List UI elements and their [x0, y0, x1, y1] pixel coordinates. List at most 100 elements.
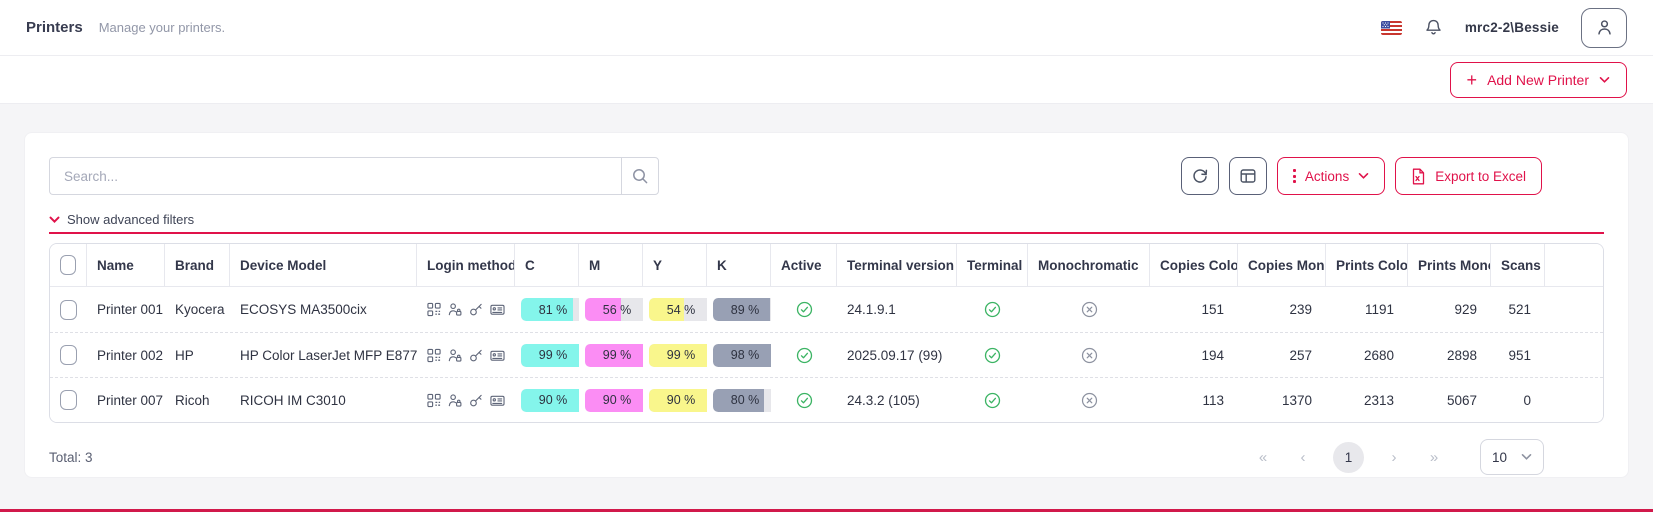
page-size-value: 10	[1492, 449, 1508, 465]
row-checkbox[interactable]	[60, 299, 77, 320]
row-checkbox[interactable]	[60, 390, 77, 410]
prints-color-cell: 2313	[1363, 392, 1394, 408]
check-circle-icon	[984, 392, 1001, 408]
monochromatic-status-cell	[1028, 392, 1150, 409]
black-level-badge: 80 %	[713, 388, 771, 412]
columns-layout-icon	[1240, 169, 1256, 183]
column-header-terminal-version[interactable]: Terminal version	[837, 244, 957, 286]
key-icon	[470, 303, 482, 316]
refresh-button[interactable]	[1180, 157, 1219, 195]
yellow-level-cell: 54 %	[643, 298, 707, 321]
terminal-version-cell: 24.3.2 (105)	[847, 392, 920, 408]
prints-mono-cell: 5067	[1446, 392, 1477, 408]
column-header-terminal[interactable]: Terminal	[957, 244, 1028, 286]
column-header-y[interactable]: Y	[643, 244, 707, 286]
next-page-button[interactable]: ›	[1378, 441, 1410, 473]
table-row[interactable]: Printer 007 Ricoh RICOH IM C3010	[50, 377, 1603, 422]
toolbar-buttons: Actions Export to Excel	[1180, 157, 1542, 195]
brand-cell: Kyocera	[175, 302, 225, 317]
id-card-icon	[490, 350, 505, 361]
login-methods-cell	[417, 393, 515, 408]
id-card-icon	[490, 395, 505, 406]
search-button[interactable]	[621, 157, 659, 195]
black-level-cell: 80 %	[707, 388, 771, 412]
cyan-level-cell: 99 %	[515, 343, 579, 367]
column-settings-button[interactable]	[1228, 157, 1267, 195]
black-level-badge: 89 %	[713, 298, 771, 321]
scans-cell: 951	[1508, 347, 1531, 363]
scans-cell: 0	[1523, 392, 1531, 408]
actions-button[interactable]: Actions	[1276, 157, 1386, 195]
search-icon	[633, 169, 648, 184]
column-header-copies-mono[interactable]: Copies Mono	[1238, 244, 1326, 286]
search-input[interactable]	[49, 157, 621, 195]
check-circle-icon	[984, 301, 1001, 318]
device-model-cell: RICOH IM C3010	[240, 392, 346, 408]
current-page-button[interactable]: 1	[1333, 441, 1364, 473]
printer-name-cell: Printer 001	[97, 302, 164, 317]
check-circle-icon	[796, 347, 812, 363]
row-checkbox[interactable]	[60, 345, 77, 365]
yellow-level-cell: 99 %	[643, 343, 707, 367]
terminal-status-cell	[957, 392, 1028, 409]
refresh-icon	[1193, 169, 1208, 183]
column-header-brand[interactable]: Brand	[165, 244, 230, 286]
advanced-filters-toggle[interactable]: Show advanced filters	[49, 212, 194, 227]
chevron-down-icon	[49, 216, 60, 223]
terminal-version-cell: 2025.09.17 (99)	[847, 347, 943, 363]
magenta-level-cell: 90 %	[579, 388, 643, 412]
qr-code-icon	[427, 393, 441, 407]
active-status-cell	[771, 347, 837, 364]
prints-color-cell: 1191	[1364, 302, 1394, 317]
user-icon	[1597, 20, 1611, 35]
printer-name-cell: Printer 007	[97, 392, 164, 408]
column-header-k[interactable]: K	[707, 244, 771, 286]
select-all-checkbox[interactable]	[60, 255, 76, 275]
key-icon	[470, 349, 482, 361]
language-flag-icon[interactable]	[1380, 20, 1402, 35]
magenta-level-cell: 56 %	[579, 298, 643, 321]
page-size-select[interactable]: 10	[1480, 439, 1544, 475]
column-header-device-model[interactable]: Device Model	[230, 244, 417, 286]
printer-name-cell: Printer 002	[97, 347, 164, 363]
last-page-button[interactable]: »	[1418, 441, 1450, 473]
add-new-printer-button[interactable]: + Add New Printer	[1449, 61, 1627, 98]
column-header-name[interactable]: Name	[87, 244, 165, 286]
copies-mono-cell: 239	[1289, 302, 1312, 317]
table-footer: Total: 3 « ‹ 1 › » 10	[49, 439, 1604, 475]
column-header-prints-color[interactable]: Prints Color	[1326, 244, 1408, 286]
previous-page-button[interactable]: ‹	[1287, 441, 1319, 473]
column-header-login-methods[interactable]: Login methods	[417, 244, 515, 286]
page-title: Printers	[26, 19, 83, 36]
device-model-cell: ECOSYS MA3500cix	[240, 302, 367, 317]
row-checkbox-cell	[50, 299, 87, 320]
brand-cell: Ricoh	[175, 392, 210, 408]
username-label: mrc2-2\Bessie	[1464, 20, 1559, 35]
x-circle-icon	[1081, 392, 1097, 408]
column-header-active[interactable]: Active	[771, 244, 837, 286]
cyan-level-badge: 90 %	[521, 388, 579, 412]
column-header-scans[interactable]: Scans	[1491, 244, 1545, 286]
add-new-printer-label: Add New Printer	[1487, 71, 1589, 88]
user-lock-icon	[448, 303, 462, 316]
check-circle-icon	[796, 301, 812, 318]
cyan-level-cell: 90 %	[515, 388, 579, 412]
column-header-c[interactable]: C	[515, 244, 579, 286]
column-header-monochromatic[interactable]: Monochromatic	[1028, 244, 1150, 286]
first-page-button[interactable]: «	[1247, 441, 1279, 473]
user-group: mrc2-2\Bessie	[1380, 7, 1627, 48]
export-to-excel-button[interactable]: Export to Excel	[1395, 157, 1542, 195]
row-checkbox-cell	[50, 390, 87, 410]
column-header-prints-mono[interactable]: Prints Mono	[1408, 244, 1491, 286]
title-group: Printers Manage your printers.	[26, 19, 225, 36]
column-header-copies-color[interactable]: Copies Color	[1150, 244, 1238, 286]
header-checkbox-cell	[50, 244, 87, 286]
advanced-filters-label: Show advanced filters	[67, 212, 195, 227]
cyan-level-badge: 99 %	[521, 343, 579, 367]
table-row[interactable]: Printer 002 HP HP Color LaserJet MFP E87…	[50, 332, 1603, 377]
column-header-m[interactable]: M	[579, 244, 643, 286]
scans-cell: 521	[1508, 302, 1531, 317]
notifications-bell-icon[interactable]	[1424, 18, 1443, 37]
table-row[interactable]: Printer 001 Kyocera ECOSYS MA3500cix	[50, 287, 1603, 332]
user-menu-button[interactable]	[1581, 7, 1627, 48]
